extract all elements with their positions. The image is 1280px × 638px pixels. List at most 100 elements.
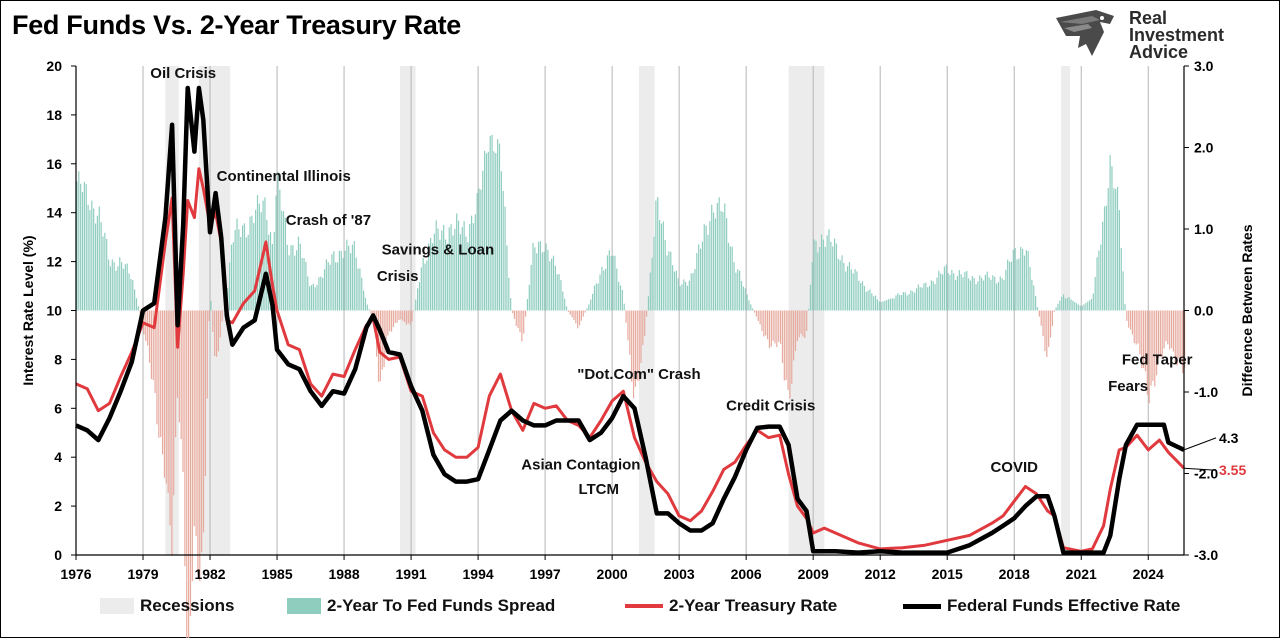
- x-tick-label: 1976: [60, 566, 91, 582]
- spread-bar: [820, 234, 823, 311]
- spread-bar: [901, 295, 903, 311]
- spread-bar: [230, 244, 233, 311]
- x-tick-label: 1982: [194, 566, 225, 582]
- spread-bar: [273, 232, 275, 311]
- spread-bar: [685, 281, 687, 311]
- spread-bar: [526, 298, 529, 311]
- spread-bar: [228, 262, 231, 311]
- spread-bar: [167, 310, 169, 493]
- spread-bar: [485, 153, 488, 311]
- spread-bar: [497, 139, 499, 311]
- spread-bar: [409, 310, 411, 325]
- annotation-label: Oil Crisis: [150, 65, 216, 82]
- spread-bar: [87, 204, 89, 311]
- spread-bar: [753, 310, 756, 313]
- x-tick-label: 1988: [328, 566, 359, 582]
- spread-bar: [247, 234, 249, 311]
- spread-bar: [679, 286, 681, 311]
- spread-bar: [629, 310, 631, 355]
- logo: [1052, 6, 1252, 66]
- spread-bar: [94, 223, 97, 311]
- spread-bar: [733, 262, 735, 311]
- spread-bar: [988, 277, 990, 311]
- spread-bar: [407, 310, 409, 324]
- spread-bar: [986, 271, 988, 311]
- legend: Recessions 2-Year To Fed Funds Spread 2-…: [0, 594, 1280, 618]
- spread-bar: [664, 239, 666, 311]
- spread-bar: [874, 295, 877, 311]
- spread-bar: [714, 218, 717, 311]
- spread-bar: [188, 310, 190, 638]
- spread-bar: [251, 215, 253, 311]
- spread-bar: [828, 229, 830, 311]
- spread-bar: [202, 310, 205, 533]
- spread-bar: [608, 250, 610, 311]
- spread-bar: [742, 286, 744, 311]
- spread-bar: [1124, 303, 1126, 311]
- spread-bar: [692, 273, 694, 311]
- x-tick-label: 1979: [127, 566, 158, 582]
- spread-bar: [426, 260, 428, 311]
- spread-bar: [370, 310, 372, 314]
- spread-bar: [83, 181, 85, 311]
- spread-bar: [554, 265, 556, 311]
- spread-bar: [506, 245, 508, 311]
- spread-bar: [1016, 259, 1018, 311]
- spread-bar: [163, 310, 166, 478]
- spread-bar: [122, 268, 125, 311]
- spread-bar: [1029, 266, 1031, 311]
- spread-bar: [199, 310, 201, 582]
- spread-bar: [152, 310, 154, 380]
- spread-bar: [735, 272, 737, 311]
- spread-bar: [312, 283, 314, 311]
- spread-bar: [89, 210, 91, 311]
- spread-bar: [854, 268, 856, 311]
- spread-bar: [850, 269, 852, 311]
- spread-bar: [217, 310, 220, 352]
- spread-bar: [766, 310, 769, 340]
- spread-bar: [1066, 298, 1068, 311]
- spread-bar: [208, 310, 210, 322]
- spread-bar: [402, 310, 404, 321]
- spread-bar: [977, 281, 979, 311]
- spread-bar: [1143, 310, 1145, 369]
- spread-bar: [1057, 304, 1059, 311]
- logo-line-3: Advice: [1129, 42, 1189, 62]
- spread-bar: [238, 229, 240, 311]
- y-right-tick-label: 2.0: [1194, 140, 1214, 156]
- spread-bar: [416, 288, 419, 311]
- legend-item-fedfunds: Federal Funds Effective Rate: [903, 594, 1180, 618]
- spread-bar: [195, 310, 197, 537]
- spread-bar: [588, 304, 590, 311]
- spread-bar: [1139, 310, 1141, 355]
- spread-bar: [584, 310, 586, 313]
- spread-bar: [1133, 310, 1135, 344]
- spread-bar: [396, 310, 398, 323]
- legend-label-treasury: 2-Year Treasury Rate: [669, 596, 838, 615]
- spread-bar: [880, 302, 882, 311]
- spread-bar: [938, 270, 940, 311]
- spread-bar: [297, 236, 300, 311]
- spread-bar: [100, 222, 102, 311]
- spread-bar: [459, 234, 462, 311]
- spread-bar: [1100, 244, 1102, 311]
- spread-bar: [1118, 210, 1121, 311]
- spread-bar: [640, 310, 642, 363]
- spread-bar: [204, 310, 206, 476]
- spread-bar: [863, 285, 865, 311]
- spread-bar: [981, 277, 983, 311]
- spread-bar: [571, 310, 573, 318]
- spread-bar: [299, 243, 301, 311]
- treasury-2y-line: [75, 167, 1186, 553]
- spread-bar: [424, 263, 426, 311]
- spread-bar: [582, 310, 584, 317]
- spread-bar: [694, 269, 696, 311]
- spread-bar: [1165, 310, 1167, 342]
- spread-bar: [930, 280, 932, 311]
- x-tick-label: 2000: [597, 566, 628, 582]
- spread-bar: [394, 310, 396, 324]
- spread-bar: [389, 310, 391, 332]
- x-tick-label: 2003: [664, 566, 695, 582]
- spread-bar: [182, 310, 184, 473]
- spread-bar: [320, 276, 322, 311]
